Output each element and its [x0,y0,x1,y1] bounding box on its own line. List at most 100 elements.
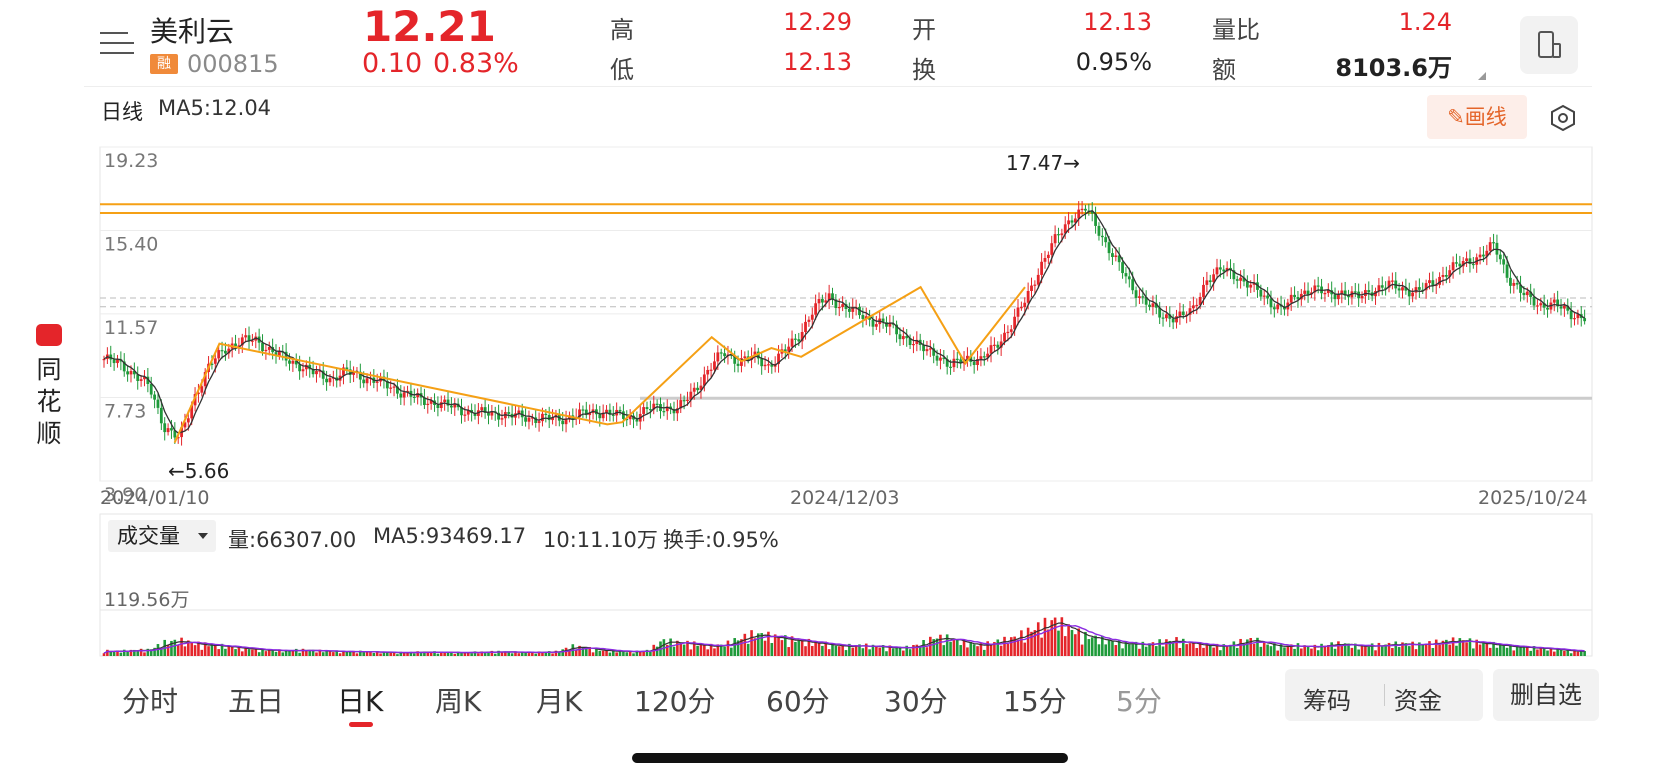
candle-body [311,369,315,375]
tab-monthly-k[interactable]: 月K [536,685,583,718]
candle-body [1053,234,1057,244]
candle-body [1269,298,1273,308]
tab-60min[interactable]: 60分 [766,685,830,718]
candle-body [1117,255,1121,263]
candle-body [1138,296,1141,298]
volume-bar [429,652,433,656]
tab-30min[interactable]: 30分 [884,685,948,718]
volume-bar [1360,644,1364,656]
candle-body [544,413,548,416]
candle-body [1239,277,1243,281]
chips-button[interactable]: 筹码 [1303,687,1351,715]
volume-bar [757,633,760,656]
volume-bar [1198,642,1202,656]
volume-bar [1539,647,1543,656]
candle-body [1401,287,1404,291]
candle-body [858,306,861,316]
volume-bar [220,643,224,656]
tab-5min[interactable]: 5分 [1116,685,1162,718]
candle-body [800,331,804,342]
volume-ma5: MA5:93469.17 [373,524,527,548]
candle-body [834,299,838,309]
candle-body [605,409,608,413]
candle-body [1191,305,1195,309]
kline-chart[interactable]: 19.23 15.40 11.57 7.73 3.90 17.47→ ←5.66 202… [0,0,1670,660]
candle-body [1387,280,1391,288]
volume-bar [517,653,521,656]
app-name[interactable]: 同花顺 [36,355,62,448]
volume-bar [1063,636,1067,656]
volume-bar [1154,646,1158,656]
candle-body [945,359,949,367]
candle-body [689,391,693,400]
candle-body [385,380,389,389]
volume-bar [146,648,150,656]
remove-watchlist-button[interactable]: 删自选 [1493,669,1599,721]
button-separator [1384,684,1385,706]
open-label: 开 [912,16,936,44]
candle-body [1482,254,1485,257]
volume-bar [416,651,419,656]
tab-weekly-k[interactable]: 周K [435,685,482,718]
volume-bar [541,652,544,656]
tab-daily-k[interactable]: 日K [337,685,384,718]
candle-body [1502,259,1506,265]
candle-body [1377,285,1381,291]
volume-bar [1441,640,1445,656]
candle-body [1458,263,1462,267]
tab-intraday[interactable]: 分时 [122,685,179,718]
volume-bar [1195,647,1199,656]
volume-bar [780,640,784,656]
candle-body [642,407,646,414]
volume-bar [362,652,365,656]
candle-body [203,372,207,387]
app-logo-icon[interactable] [36,324,62,346]
volume-bar [328,650,332,656]
candle-body [628,415,632,420]
settings-icon[interactable] [1548,103,1578,133]
candle-body [1384,287,1388,289]
candle-body [149,383,153,395]
candle-body [777,353,780,365]
candle-body [908,338,912,346]
candle-body [112,359,116,364]
landscape-toggle-button[interactable] [1520,16,1578,74]
candle-body [648,409,652,411]
candle-body [1451,262,1455,271]
candle-body [271,347,275,353]
candle-body [1148,304,1151,307]
tab-15min[interactable]: 15分 [1003,685,1067,718]
menu-icon[interactable] [100,30,134,56]
volume-bar [1161,646,1165,656]
candle-body [156,399,160,408]
volume-bar [1202,647,1205,656]
tab-120min[interactable]: 120分 [634,685,716,718]
candle-body [820,298,824,303]
volume-bar [851,647,855,656]
candle-body [611,414,615,416]
volume-bar [355,653,359,656]
candle-body [487,412,490,416]
candle-body [827,293,831,301]
draw-line-button[interactable]: ✎画线 [1427,95,1527,139]
volume-bar [615,652,618,656]
volume-bar [1104,644,1107,656]
funds-button[interactable]: 资金 [1394,687,1442,715]
volume-bar [1229,644,1232,656]
candle-body [126,371,130,375]
volume-bar [237,646,241,656]
candle-body [1272,307,1276,310]
tab-five-day[interactable]: 五日 [228,685,285,718]
candle-body [952,358,956,368]
indicator-selector[interactable]: 成交量 [108,520,216,552]
candle-body [446,399,450,406]
candle-body [1492,242,1495,244]
candle-body [598,414,602,419]
candle-body [1006,331,1010,334]
candle-body [824,300,828,303]
expand-corner-icon[interactable] [1478,72,1486,80]
candle-body [810,314,814,320]
volume-bar [507,651,511,656]
indicator-selector-label: 成交量 [117,524,180,548]
hexagon-settings-icon [1551,104,1575,132]
